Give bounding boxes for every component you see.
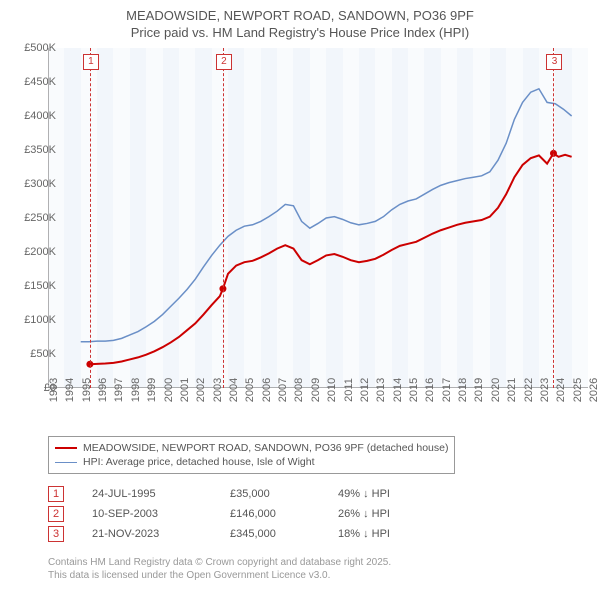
legend-row: MEADOWSIDE, NEWPORT ROAD, SANDOWN, PO36 … <box>55 441 448 455</box>
sale-date: 21-NOV-2023 <box>92 528 202 540</box>
x-tick-label: 2026 <box>588 378 600 402</box>
marker-number: 2 <box>216 54 232 70</box>
sale-delta: 18% ↓ HPI <box>338 528 438 540</box>
x-tick-label: 2014 <box>392 378 404 402</box>
sale-marker-number: 2 <box>48 506 64 522</box>
x-tick-label: 2012 <box>359 378 371 402</box>
x-tick-label: 2024 <box>555 378 567 402</box>
y-tick-label: £100K <box>24 314 56 326</box>
x-tick-label: 2010 <box>326 378 338 402</box>
y-tick-label: £500K <box>24 42 56 54</box>
x-tick-label: 2006 <box>261 378 273 402</box>
sale-delta: 49% ↓ HPI <box>338 488 438 500</box>
x-tick-label: 2004 <box>228 378 240 402</box>
title-line-2: Price paid vs. HM Land Registry's House … <box>0 25 600 42</box>
series-price_paid <box>90 153 572 364</box>
x-tick-label: 2001 <box>179 378 191 402</box>
x-tick-label: 2015 <box>408 378 420 402</box>
x-tick-label: 2002 <box>195 378 207 402</box>
x-tick-label: 1994 <box>64 378 76 402</box>
marker-line <box>90 48 91 388</box>
sale-price: £345,000 <box>230 528 310 540</box>
legend-swatch <box>55 447 77 449</box>
x-tick-label: 1999 <box>146 378 158 402</box>
chart-svg <box>48 48 588 388</box>
x-tick-label: 1995 <box>81 378 93 402</box>
legend-row: HPI: Average price, detached house, Isle… <box>55 455 448 469</box>
x-tick-label: 1996 <box>97 378 109 402</box>
sale-row: 1 24-JUL-1995 £35,000 49% ↓ HPI <box>48 484 438 504</box>
x-tick-label: 2022 <box>523 378 535 402</box>
x-tick-label: 2007 <box>277 378 289 402</box>
x-tick-label: 2016 <box>424 378 436 402</box>
marker-line <box>553 48 554 388</box>
title-line-1: MEADOWSIDE, NEWPORT ROAD, SANDOWN, PO36 … <box>0 8 600 25</box>
y-tick-label: £400K <box>24 110 56 122</box>
legend-swatch <box>55 462 77 463</box>
y-tick-label: £250K <box>24 212 56 224</box>
marker-line <box>223 48 224 388</box>
x-tick-label: 2023 <box>539 378 551 402</box>
x-tick-label: 2013 <box>375 378 387 402</box>
x-tick-label: 2018 <box>457 378 469 402</box>
attribution-footer: Contains HM Land Registry data © Crown c… <box>48 556 391 582</box>
sale-price: £35,000 <box>230 488 310 500</box>
x-tick-label: 2011 <box>343 378 355 402</box>
title-block: MEADOWSIDE, NEWPORT ROAD, SANDOWN, PO36 … <box>0 0 600 42</box>
legend-label: HPI: Average price, detached house, Isle… <box>83 456 315 468</box>
chart-plot-area: 1 2 3 <box>48 48 588 388</box>
x-tick-label: 1997 <box>113 378 125 402</box>
footer-line-2: This data is licensed under the Open Gov… <box>48 569 391 582</box>
x-tick-label: 2008 <box>293 378 305 402</box>
sale-date: 24-JUL-1995 <box>92 488 202 500</box>
y-tick-label: £150K <box>24 280 56 292</box>
x-tick-label: 2017 <box>441 378 453 402</box>
sale-date: 10-SEP-2003 <box>92 508 202 520</box>
sales-table: 1 24-JUL-1995 £35,000 49% ↓ HPI 2 10-SEP-2003… <box>48 484 438 544</box>
x-tick-label: 2019 <box>473 378 485 402</box>
y-tick-label: £450K <box>24 76 56 88</box>
x-tick-label: 2020 <box>490 378 502 402</box>
marker-number: 1 <box>83 54 99 70</box>
legend-box: MEADOWSIDE, NEWPORT ROAD, SANDOWN, PO36 … <box>48 436 455 474</box>
sale-row: 2 10-SEP-2003 £146,000 26% ↓ HPI <box>48 504 438 524</box>
x-tick-label: 2009 <box>310 378 322 402</box>
x-tick-label: 1998 <box>130 378 142 402</box>
sale-price: £146,000 <box>230 508 310 520</box>
footer-line-1: Contains HM Land Registry data © Crown c… <box>48 556 391 569</box>
y-tick-label: £350K <box>24 144 56 156</box>
sale-marker-number: 3 <box>48 526 64 542</box>
x-tick-label: 2000 <box>163 378 175 402</box>
x-tick-label: 2005 <box>244 378 256 402</box>
y-tick-label: £50K <box>30 348 56 360</box>
legend-label: MEADOWSIDE, NEWPORT ROAD, SANDOWN, PO36 … <box>83 442 448 454</box>
y-tick-label: £200K <box>24 246 56 258</box>
sale-row: 3 21-NOV-2023 £345,000 18% ↓ HPI <box>48 524 438 544</box>
sale-marker-number: 1 <box>48 486 64 502</box>
series-hpi <box>81 89 572 342</box>
sale-delta: 26% ↓ HPI <box>338 508 438 520</box>
x-tick-label: 2021 <box>506 378 518 402</box>
marker-number: 3 <box>546 54 562 70</box>
chart-container: MEADOWSIDE, NEWPORT ROAD, SANDOWN, PO36 … <box>0 0 600 590</box>
x-tick-label: 2003 <box>212 378 224 402</box>
x-tick-label: 2025 <box>572 378 584 402</box>
x-tick-label: 1993 <box>48 378 60 402</box>
y-tick-label: £300K <box>24 178 56 190</box>
